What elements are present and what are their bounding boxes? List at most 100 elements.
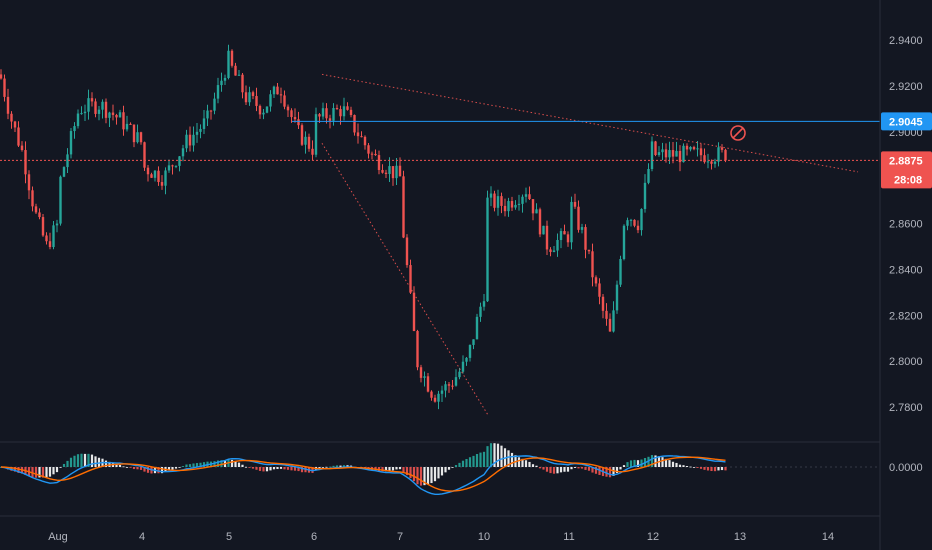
candle-body[interactable] xyxy=(244,92,248,103)
candle-body[interactable] xyxy=(52,225,55,248)
candle-body[interactable] xyxy=(136,132,139,143)
candle-body[interactable] xyxy=(237,74,241,76)
candle-body[interactable] xyxy=(661,149,664,153)
candle-body[interactable] xyxy=(160,182,164,186)
candle-body[interactable] xyxy=(104,101,108,118)
candle-body[interactable] xyxy=(38,212,41,218)
candle-body[interactable] xyxy=(318,114,321,117)
candle-body[interactable] xyxy=(612,310,615,332)
candle-body[interactable] xyxy=(290,110,293,118)
candle-body[interactable] xyxy=(409,265,412,293)
candle-body[interactable] xyxy=(678,150,682,163)
candle-body[interactable] xyxy=(304,136,307,145)
candle-body[interactable] xyxy=(311,148,314,155)
candle-body[interactable] xyxy=(265,106,269,113)
candle-body[interactable] xyxy=(325,108,328,119)
candle-body[interactable] xyxy=(227,50,230,78)
candle-body[interactable] xyxy=(307,136,311,149)
candle-body[interactable] xyxy=(381,169,384,173)
candle-body[interactable] xyxy=(314,114,318,155)
candle-body[interactable] xyxy=(59,176,62,224)
candle-body[interactable] xyxy=(496,196,500,208)
candle-body[interactable] xyxy=(391,166,395,179)
candle-body[interactable] xyxy=(430,391,433,398)
candle-body[interactable] xyxy=(80,113,83,115)
candle-body[interactable] xyxy=(125,123,129,130)
candle-body[interactable] xyxy=(703,155,706,163)
candle-body[interactable] xyxy=(549,249,552,252)
candle-body[interactable] xyxy=(10,113,13,122)
candle-body[interactable] xyxy=(279,94,283,96)
candle-body[interactable] xyxy=(181,148,185,157)
candle-body[interactable] xyxy=(696,148,699,150)
candle-body[interactable] xyxy=(118,112,122,118)
candle-body[interactable] xyxy=(591,251,594,278)
candle-body[interactable] xyxy=(479,306,482,317)
prohibited-icon[interactable] xyxy=(730,125,746,141)
candle-body[interactable] xyxy=(437,393,440,402)
trendline-lower[interactable] xyxy=(321,142,489,416)
candle-body[interactable] xyxy=(682,145,685,163)
candle-body[interactable] xyxy=(66,154,69,168)
candle-body[interactable] xyxy=(321,108,325,117)
candle-body[interactable] xyxy=(524,194,528,197)
candle-body[interactable] xyxy=(699,148,703,156)
candle-body[interactable] xyxy=(395,165,398,179)
candle-body[interactable] xyxy=(293,117,297,120)
candle-body[interactable] xyxy=(419,367,423,378)
candle-body[interactable] xyxy=(475,316,479,340)
candle-body[interactable] xyxy=(3,78,6,97)
price-pane[interactable] xyxy=(0,44,727,410)
candle-body[interactable] xyxy=(129,123,132,125)
candle-body[interactable] xyxy=(447,384,451,386)
candle-body[interactable] xyxy=(633,219,636,226)
candle-body[interactable] xyxy=(643,182,647,209)
candle-body[interactable] xyxy=(472,339,475,345)
candle-body[interactable] xyxy=(300,125,304,145)
candle-body[interactable] xyxy=(482,301,486,307)
candle-body[interactable] xyxy=(521,196,524,204)
candle-body[interactable] xyxy=(573,201,577,207)
candle-body[interactable] xyxy=(552,250,556,252)
candle-body[interactable] xyxy=(76,113,80,127)
candle-body[interactable] xyxy=(374,153,377,156)
candle-body[interactable] xyxy=(97,109,101,114)
candle-body[interactable] xyxy=(328,118,332,121)
candle-body[interactable] xyxy=(377,155,381,170)
trendline-upper[interactable] xyxy=(321,73,859,173)
candle-body[interactable] xyxy=(248,92,251,103)
candle-body[interactable] xyxy=(213,98,216,111)
candle-body[interactable] xyxy=(468,344,472,358)
candle-body[interactable] xyxy=(55,223,59,226)
candle-body[interactable] xyxy=(192,134,195,146)
candle-body[interactable] xyxy=(360,136,363,138)
candle-body[interactable] xyxy=(363,136,367,146)
candle-body[interactable] xyxy=(255,96,258,106)
candle-body[interactable] xyxy=(356,132,360,137)
candle-body[interactable] xyxy=(619,259,622,285)
candle-body[interactable] xyxy=(111,112,115,115)
candle-body[interactable] xyxy=(692,146,696,150)
candle-body[interactable] xyxy=(48,241,52,248)
candle-body[interactable] xyxy=(122,112,125,130)
candle-body[interactable] xyxy=(486,197,489,302)
candle-body[interactable] xyxy=(346,106,349,110)
candle-body[interactable] xyxy=(349,109,353,116)
candle-body[interactable] xyxy=(342,106,346,117)
candle-body[interactable] xyxy=(556,240,559,251)
candle-body[interactable] xyxy=(286,106,290,111)
candle-body[interactable] xyxy=(132,124,136,143)
candle-body[interactable] xyxy=(370,153,374,155)
candle-body[interactable] xyxy=(223,77,227,81)
candle-body[interactable] xyxy=(367,145,370,154)
candle-body[interactable] xyxy=(608,318,612,332)
candle-body[interactable] xyxy=(62,167,66,177)
candle-body[interactable] xyxy=(405,237,409,266)
candle-body[interactable] xyxy=(675,150,678,157)
candle-body[interactable] xyxy=(332,108,335,121)
candle-body[interactable] xyxy=(458,371,461,378)
candle-body[interactable] xyxy=(241,74,244,93)
candle-body[interactable] xyxy=(528,194,531,200)
candle-body[interactable] xyxy=(167,165,171,171)
